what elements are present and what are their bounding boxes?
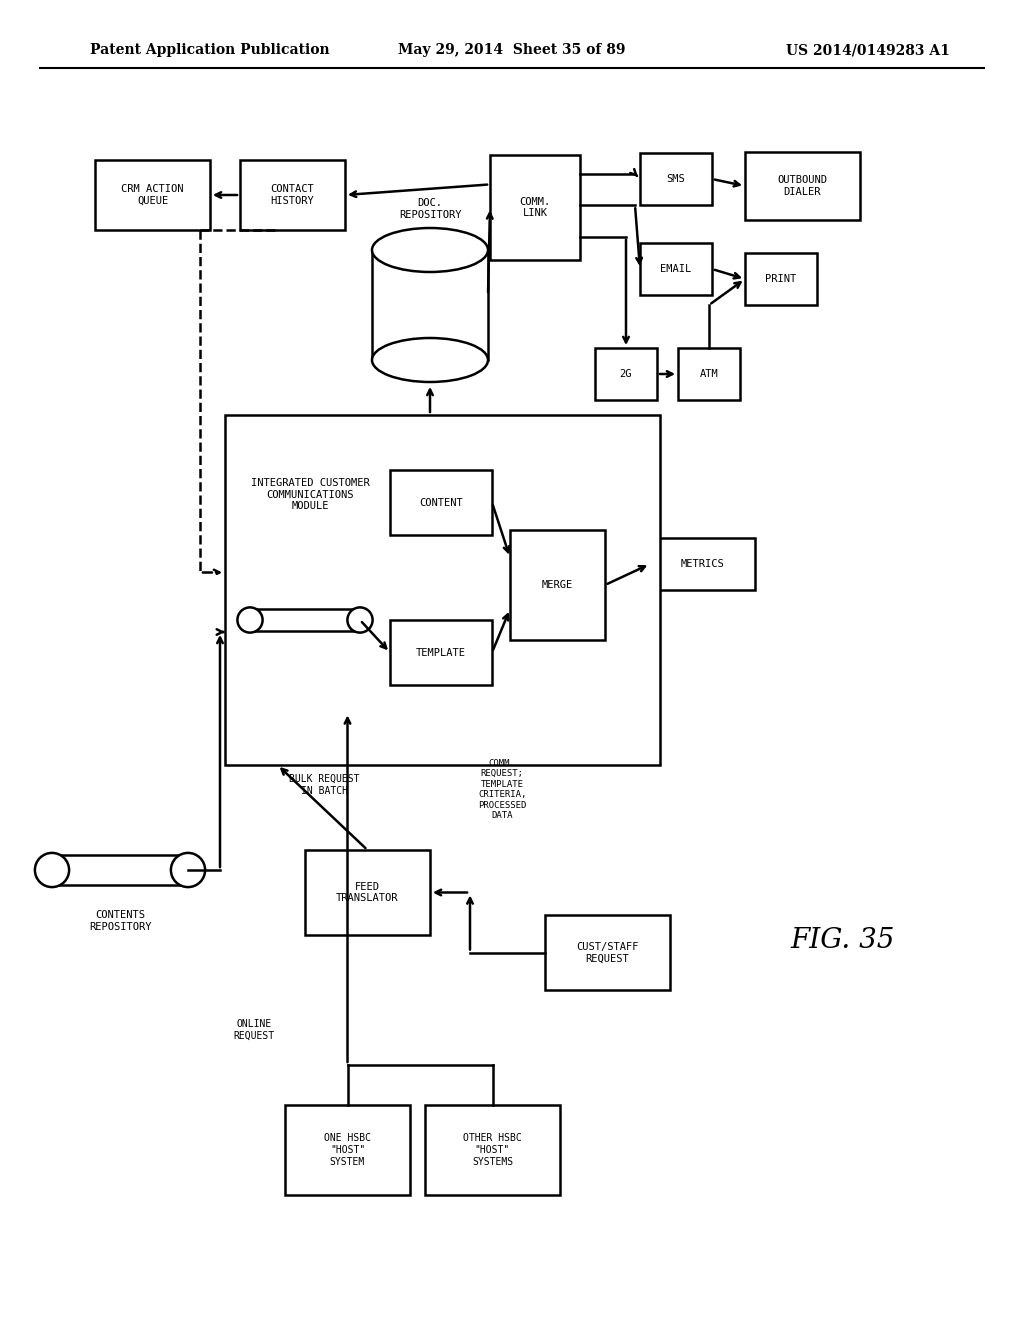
Text: METRICS: METRICS — [681, 558, 724, 569]
Bar — [640, 153, 712, 205]
Text: INTEGRATED CUSTOMER
COMMUNICATIONS
MODULE: INTEGRATED CUSTOMER COMMUNICATIONS MODUL… — [251, 478, 370, 511]
Text: PRINT: PRINT — [765, 275, 797, 284]
Bar — [250, 609, 360, 631]
Bar — [490, 154, 580, 260]
Text: CONTENT: CONTENT — [419, 498, 463, 507]
Bar — [285, 1105, 410, 1195]
Text: BULK REQUEST
IN BATCH: BULK REQUEST IN BATCH — [289, 775, 359, 796]
Ellipse shape — [347, 607, 373, 632]
Ellipse shape — [372, 338, 488, 381]
Text: FEED
TRANSLATOR: FEED TRANSLATOR — [336, 882, 398, 903]
Bar — [95, 160, 210, 230]
Text: FIG. 35: FIG. 35 — [790, 927, 894, 953]
Text: ONLINE
REQUEST: ONLINE REQUEST — [233, 1019, 275, 1040]
Text: CRM ACTION
QUEUE: CRM ACTION QUEUE — [121, 185, 183, 206]
Text: MERGE: MERGE — [542, 579, 573, 590]
Bar — [372, 249, 488, 360]
Text: CUST/STAFF
REQUEST: CUST/STAFF REQUEST — [577, 941, 639, 964]
Bar — [52, 855, 188, 886]
Text: OUTBOUND
DIALER: OUTBOUND DIALER — [777, 176, 827, 197]
Text: Patent Application Publication: Patent Application Publication — [90, 44, 330, 57]
Bar — [595, 348, 657, 400]
Text: DOC.
REPOSITORY: DOC. REPOSITORY — [398, 198, 461, 220]
Bar — [640, 243, 712, 294]
Bar — [650, 539, 755, 590]
Bar — [510, 531, 605, 640]
Text: TEMPLATE: TEMPLATE — [416, 648, 466, 657]
Text: ATM: ATM — [699, 370, 719, 379]
Text: CONTENTS
REPOSITORY: CONTENTS REPOSITORY — [89, 911, 152, 932]
Ellipse shape — [35, 853, 69, 887]
Text: May 29, 2014  Sheet 35 of 89: May 29, 2014 Sheet 35 of 89 — [398, 44, 626, 57]
Text: COMM.
LINK: COMM. LINK — [519, 197, 551, 218]
Text: COMM.
REQUEST;
TEMPLATE
CRITERIA,
PROCESSED
DATA: COMM. REQUEST; TEMPLATE CRITERIA, PROCES… — [478, 759, 526, 820]
Ellipse shape — [372, 228, 488, 272]
Bar — [745, 152, 860, 220]
Bar — [390, 470, 492, 535]
Text: EMAIL: EMAIL — [660, 264, 691, 275]
Text: SMS: SMS — [667, 174, 685, 183]
Bar — [745, 253, 817, 305]
Text: CONTACT
HISTORY: CONTACT HISTORY — [270, 185, 314, 206]
Text: OTHER HSBC
"HOST"
SYSTEMS: OTHER HSBC "HOST" SYSTEMS — [463, 1134, 522, 1167]
Bar — [425, 1105, 560, 1195]
Bar — [240, 160, 345, 230]
Ellipse shape — [238, 607, 262, 632]
Text: 2G: 2G — [620, 370, 632, 379]
Bar — [390, 620, 492, 685]
Bar — [678, 348, 740, 400]
Bar — [225, 414, 660, 766]
Text: US 2014/0149283 A1: US 2014/0149283 A1 — [786, 44, 950, 57]
Ellipse shape — [171, 853, 205, 887]
Bar — [305, 850, 430, 935]
Bar — [545, 915, 670, 990]
Text: ONE HSBC
"HOST"
SYSTEM: ONE HSBC "HOST" SYSTEM — [324, 1134, 371, 1167]
